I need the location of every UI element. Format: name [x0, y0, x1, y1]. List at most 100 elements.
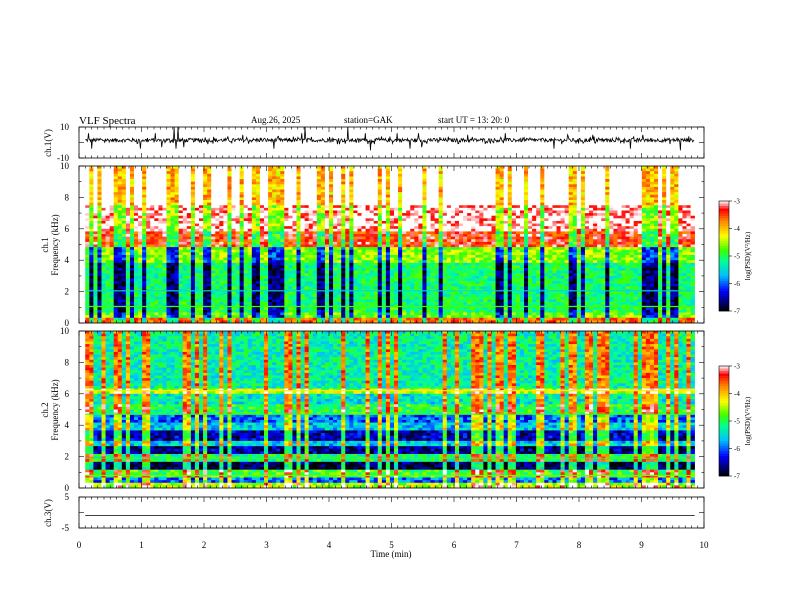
spectrogram-cell — [454, 179, 460, 182]
spectrogram-cell — [564, 168, 569, 172]
spectrogram-cell — [662, 210, 667, 214]
spectrogram-cell — [369, 226, 374, 230]
spectrogram-cell — [333, 236, 338, 240]
spectrogram-cell — [674, 210, 679, 214]
spectrogram-cell — [280, 226, 285, 230]
spectrogram-cell — [101, 189, 106, 193]
spectrogram-cell — [572, 197, 578, 201]
spectrogram-cell — [414, 218, 419, 222]
spectrogram-cell — [150, 205, 155, 209]
spectrogram-cell — [475, 176, 480, 180]
spectrogram-cell — [658, 194, 663, 198]
spectrogram-cell — [333, 210, 338, 214]
spectrogram-cell — [528, 189, 533, 193]
spectrogram-cell — [385, 236, 391, 240]
spectrogram-cell — [556, 228, 561, 232]
spectrogram-cell — [182, 223, 188, 227]
spectrogram-cell — [276, 171, 281, 175]
spectrogram-cell — [658, 234, 663, 237]
spectrogram-cell — [459, 173, 464, 177]
spectrogram-cell — [438, 236, 444, 240]
spectrogram-cell — [491, 226, 496, 230]
spectrogram-cell — [662, 168, 667, 172]
spectrogram-cell — [617, 194, 622, 198]
spectrogram-cell — [158, 184, 163, 188]
spectrogram-cell — [402, 234, 407, 237]
spectrogram-cell — [491, 239, 496, 243]
spectrogram-cell — [617, 186, 622, 190]
spectrogram-cell — [345, 239, 350, 243]
spectrogram-cell — [333, 197, 338, 201]
spectrogram-cell — [142, 171, 147, 175]
spectrogram-cell — [190, 205, 196, 209]
spectrogram-cell — [312, 220, 318, 224]
spectrogram-cell — [450, 215, 456, 219]
spectrogram-cell — [499, 236, 504, 240]
spectrogram-cell — [280, 200, 285, 203]
spectrogram-cell — [560, 171, 565, 175]
spectrogram-cell — [117, 228, 123, 232]
spectrogram-cell — [450, 213, 456, 217]
spectrogram-cell — [572, 166, 578, 169]
spectrogram-cell — [158, 234, 163, 237]
spectrogram-cell — [85, 184, 90, 188]
spectrogram-cell — [454, 192, 460, 196]
spectrogram-cell — [89, 247, 94, 251]
spectrogram-cell — [247, 181, 253, 185]
spectrogram-cell — [166, 231, 171, 235]
spectrogram-cell — [430, 220, 435, 224]
spectrogram-cell — [450, 173, 456, 177]
spectrogram-cell — [361, 181, 366, 185]
spectrogram-cell — [690, 241, 695, 245]
spectrogram-cell — [308, 176, 314, 180]
spectrogram-cell — [138, 234, 143, 237]
spectrogram-cell — [662, 202, 667, 206]
spectrogram-cell — [337, 202, 342, 206]
spectrogram-cell — [536, 202, 541, 206]
spectrogram-cell — [519, 220, 525, 224]
spectrogram-cell — [194, 168, 200, 172]
spectrogram-cell — [540, 239, 545, 243]
spectrogram-cell — [239, 176, 244, 180]
spectrogram-cell — [349, 202, 354, 206]
spectrogram-cell — [272, 226, 277, 230]
spectrogram-cell — [207, 186, 212, 190]
spectrogram-cell — [349, 189, 354, 193]
spectrogram-cell — [174, 171, 179, 175]
spectrogram-cell — [568, 200, 574, 203]
spectrogram-cell — [361, 213, 366, 217]
spectrogram-cell — [211, 200, 216, 203]
spectrogram-cell — [682, 200, 687, 203]
spectrogram-cell — [101, 234, 106, 237]
spectrogram-cell — [536, 213, 541, 217]
spectrogram-cell — [682, 207, 687, 211]
spectrogram-cell — [548, 241, 553, 245]
spectrogram-cell — [613, 171, 618, 175]
spectrogram-cell — [93, 228, 98, 232]
spectrogram-cell — [398, 236, 403, 240]
spectrogram-cell — [373, 244, 379, 248]
spectrogram-cell — [658, 231, 663, 235]
spectrogram-cell — [385, 247, 391, 251]
spectrogram-cell — [284, 236, 289, 240]
spectrogram-cell — [276, 197, 281, 201]
spectrogram-cell — [105, 234, 110, 237]
spectrogram-cell — [93, 171, 98, 175]
spectrogram-cell — [251, 205, 257, 209]
spectrogram-cell — [674, 181, 679, 185]
spectrogram-cell — [540, 205, 545, 209]
ch1-waveform-ytick-bottom: -10 — [57, 153, 69, 163]
spectrogram-cell — [515, 226, 521, 230]
spectrogram-cell — [207, 241, 212, 245]
spectrogram-cell — [199, 218, 204, 222]
spectrogram-cell — [85, 236, 90, 240]
spectrogram-cell — [442, 236, 448, 240]
spectrogram-cell — [215, 166, 220, 169]
spectrogram-cell — [666, 218, 671, 222]
spectrogram-cell — [251, 215, 257, 219]
spectrogram-cell — [511, 184, 517, 188]
spectrogram-cell — [243, 244, 249, 248]
spectrogram-cell — [678, 194, 683, 198]
spectrogram-cell — [329, 166, 334, 169]
spectrogram-cell — [385, 215, 391, 219]
